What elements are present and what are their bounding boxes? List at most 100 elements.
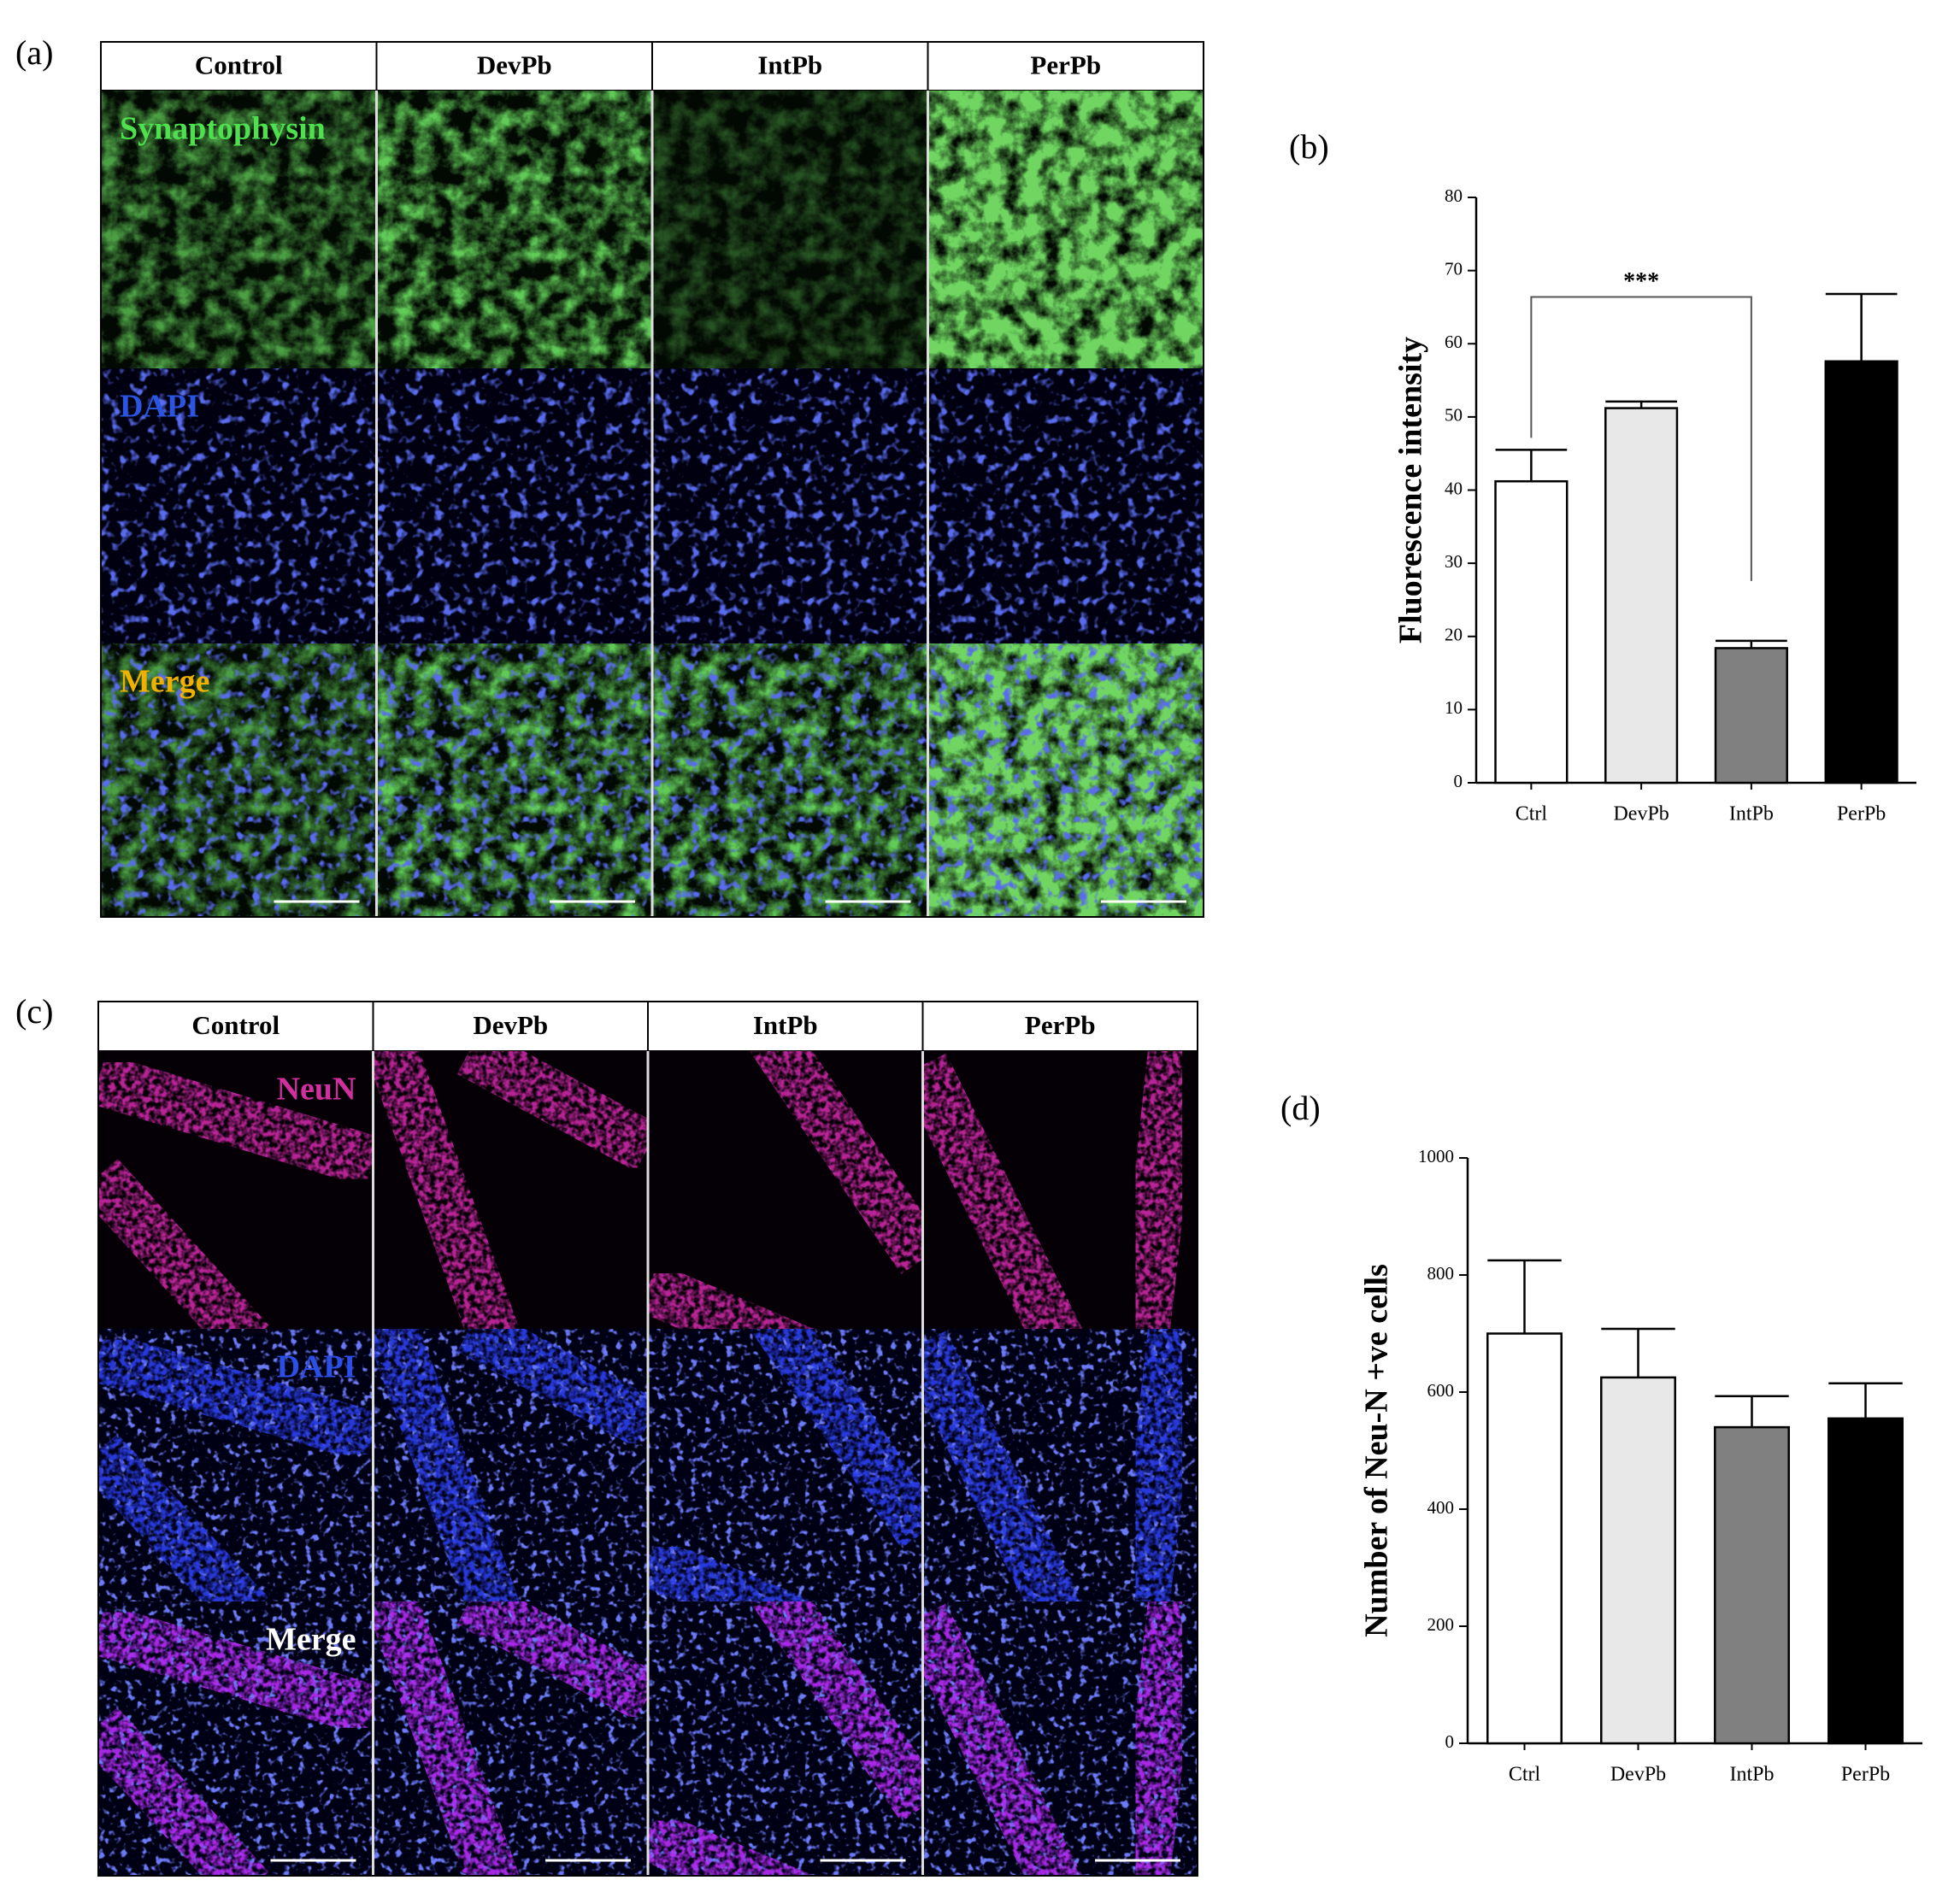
- micrograph: [648, 1051, 923, 1329]
- nuclei: [652, 368, 928, 643]
- column-header: IntPb: [753, 1010, 818, 1040]
- cell-band: [98, 1331, 374, 1463]
- bar: [1828, 1417, 1904, 1745]
- micrograph: [101, 368, 377, 643]
- x-tick-label: PerPb: [1841, 1764, 1890, 1786]
- nuclei: [376, 368, 652, 643]
- micrograph: [376, 91, 652, 368]
- y-axis-label: Number of Neu-N +ve cells: [1359, 1264, 1395, 1637]
- nuclei: [652, 643, 928, 917]
- micrograph: [652, 643, 928, 917]
- micrograph: [101, 643, 377, 917]
- panel-label: (c): [15, 992, 53, 1031]
- column-header: PerPb: [1030, 50, 1101, 80]
- stain: [101, 91, 377, 368]
- bar: [1714, 647, 1788, 784]
- micrograph: [98, 1051, 374, 1329]
- cell-band: [1117, 1329, 1198, 1601]
- cell-band: [922, 1603, 1083, 1876]
- y-tick-label: 30: [1445, 551, 1463, 572]
- cell-band: [750, 1329, 923, 1548]
- cell-band: [1117, 1601, 1198, 1876]
- y-tick-label: 1000: [1418, 1146, 1454, 1166]
- significance-bracket: [1530, 296, 1752, 581]
- micrograph: [927, 368, 1204, 643]
- cell-band: [98, 1433, 269, 1601]
- micrograph: [922, 1051, 1198, 1329]
- micrograph: [373, 1329, 648, 1601]
- x-tick-label: PerPb: [1837, 803, 1886, 826]
- row-label: Merge: [266, 1622, 356, 1658]
- nuclei: [101, 368, 377, 643]
- cell-band: [98, 1707, 269, 1876]
- micrograph: [927, 643, 1204, 917]
- bar: [1600, 1376, 1676, 1745]
- nuclei: [101, 643, 377, 917]
- micrograph: [373, 1051, 648, 1329]
- micrograph: [98, 1329, 374, 1601]
- stain: [927, 91, 1204, 368]
- panel-label: (b): [1289, 127, 1329, 166]
- x-tick-label: DevPb: [1610, 1764, 1666, 1786]
- micrograph: [373, 1601, 648, 1876]
- y-tick-label: 70: [1445, 258, 1463, 279]
- y-tick-label: 800: [1427, 1263, 1455, 1284]
- cell-band: [922, 1331, 1083, 1601]
- column-header-box: [927, 41, 1204, 91]
- bar: [1486, 1332, 1563, 1745]
- panel-label: (d): [1280, 1089, 1321, 1127]
- micrograph: [648, 1329, 923, 1601]
- cell-band: [456, 1601, 648, 1721]
- nuclei: [927, 368, 1204, 643]
- cell-band: [1117, 1051, 1198, 1329]
- column-header-box: [921, 1001, 1198, 1052]
- y-tick-label: 400: [1427, 1497, 1455, 1518]
- cell-band: [456, 1051, 648, 1172]
- row-label: Merge: [120, 664, 209, 700]
- x-tick-label: Ctrl: [1509, 1764, 1541, 1786]
- micrograph: [922, 1329, 1198, 1601]
- y-tick-label: 600: [1427, 1380, 1455, 1401]
- row-label: Synaptophysin: [120, 111, 326, 147]
- column-header: IntPb: [757, 50, 822, 80]
- cell-band: [648, 1263, 815, 1329]
- cell-band: [373, 1601, 520, 1876]
- y-tick-label: 50: [1445, 405, 1463, 426]
- stain: [652, 91, 928, 368]
- y-tick-label: 10: [1445, 697, 1463, 718]
- y-axis-label: Fluorescence intensity: [1393, 337, 1429, 643]
- y-tick-label: 0: [1445, 1731, 1455, 1752]
- x-tick-label: Ctrl: [1516, 803, 1548, 826]
- row-label: DAPI: [277, 1349, 356, 1385]
- y-tick-label: 80: [1445, 185, 1463, 206]
- cell-band: [456, 1329, 648, 1448]
- column-header: DevPb: [473, 1010, 548, 1040]
- stain: [376, 91, 652, 368]
- cell-band: [922, 1053, 1083, 1329]
- y-tick-label: 60: [1445, 332, 1463, 352]
- micrograph: [101, 91, 377, 368]
- grid-frame: [100, 41, 1204, 918]
- nuclei: [927, 643, 1204, 917]
- cell-band: [373, 1329, 520, 1601]
- grid-frame: [97, 1001, 1198, 1877]
- bar: [1494, 479, 1569, 784]
- micrograph: [376, 368, 652, 643]
- y-tick-label: 200: [1427, 1614, 1455, 1635]
- y-tick-label: 40: [1445, 478, 1463, 498]
- x-tick-label: IntPb: [1729, 1764, 1774, 1786]
- cell-band: [648, 1536, 815, 1601]
- micrograph: [652, 91, 928, 368]
- row-label: NeuN: [277, 1072, 356, 1108]
- column-header: Control: [191, 1010, 280, 1040]
- y-tick-label: 0: [1454, 771, 1463, 791]
- cell-band: [750, 1051, 923, 1274]
- x-tick-label: DevPb: [1613, 803, 1669, 826]
- cell-band: [648, 1810, 815, 1876]
- cell-band: [750, 1601, 923, 1823]
- bar: [1604, 407, 1679, 784]
- panel-label: (a): [15, 33, 53, 72]
- bar: [1824, 360, 1898, 784]
